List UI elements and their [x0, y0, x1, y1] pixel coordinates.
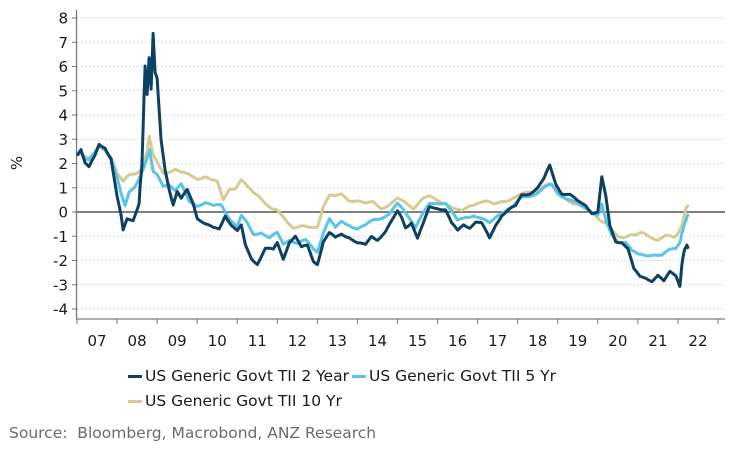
x-tick-label: 13 [328, 332, 347, 350]
x-tick-label: 09 [168, 332, 187, 350]
y-tick-label: 3 [58, 131, 68, 149]
series-line-us-generic-govt-tii-2-year [75, 31, 690, 288]
series-line-us-generic-govt-tii-5-yr [76, 144, 690, 258]
y-tick-label: 4 [58, 107, 68, 125]
legend-item-2-year: US Generic Govt TII 2 Year [128, 364, 349, 389]
x-tick-label: 07 [87, 332, 106, 350]
y-tick-label: -2 [53, 252, 68, 270]
legend-item-10-yr: US Generic Govt TII 10 Yr [128, 389, 342, 414]
x-tick-label: 11 [248, 332, 267, 350]
legend-swatch-10-yr [128, 400, 142, 403]
y-tick-label: -1 [53, 228, 68, 246]
y-tick-label: 2 [58, 155, 68, 173]
y-axis-ticks: 8 7 6 5 4 3 2 1 0 -1 -2 -3 -4 [53, 10, 77, 319]
x-tick-label: 22 [688, 332, 707, 350]
y-tick-label: 8 [58, 10, 68, 28]
y-tick-label: 7 [58, 34, 68, 52]
x-tick-label: 21 [648, 332, 667, 350]
y-tick-label: 1 [58, 179, 68, 197]
source-note: Source: Bloomberg, Macrobond, ANZ Resear… [9, 424, 377, 442]
x-tick-label: 15 [408, 332, 427, 350]
x-tick-label: 12 [288, 332, 307, 350]
y-tick-label: 5 [58, 82, 68, 100]
x-tick-label: 20 [608, 332, 627, 350]
y-tick-label: -4 [53, 301, 68, 319]
x-tick-label: 16 [448, 332, 467, 350]
legend-row-2: US Generic Govt TII 10 Yr [128, 389, 559, 414]
legend-label-2-year: US Generic Govt TII 2 Year [145, 367, 349, 385]
gridlines [77, 17, 725, 310]
series-lines [75, 31, 690, 288]
x-axis-ticks: 07 08 09 10 11 12 13 14 15 16 17 18 19 20 21 22 [76, 319, 719, 350]
x-tick-label: 08 [128, 332, 147, 350]
legend: US Generic Govt TII 2 Year US Generic Go… [128, 364, 559, 414]
legend-label-5-yr: US Generic Govt TII 5 Yr [368, 367, 556, 385]
legend-label-10-yr: US Generic Govt TII 10 Yr [145, 392, 342, 410]
legend-item-5-yr: US Generic Govt TII 5 Yr [351, 364, 556, 389]
legend-row-1: US Generic Govt TII 2 Year US Generic Go… [128, 364, 559, 389]
x-tick-label: 19 [568, 332, 587, 350]
x-tick-label: 14 [368, 332, 387, 350]
x-tick-label: 17 [488, 332, 507, 350]
x-tick-label: 18 [528, 332, 547, 350]
y-tick-label: 0 [58, 204, 68, 222]
legend-swatch-2-year [128, 375, 142, 378]
x-tick-label: 10 [208, 332, 227, 350]
y-tick-label: -3 [53, 276, 68, 294]
axes [75, 10, 725, 320]
y-axis-label: % [8, 156, 26, 170]
y-tick-label: 6 [58, 58, 68, 76]
legend-swatch-5-yr [351, 375, 366, 378]
